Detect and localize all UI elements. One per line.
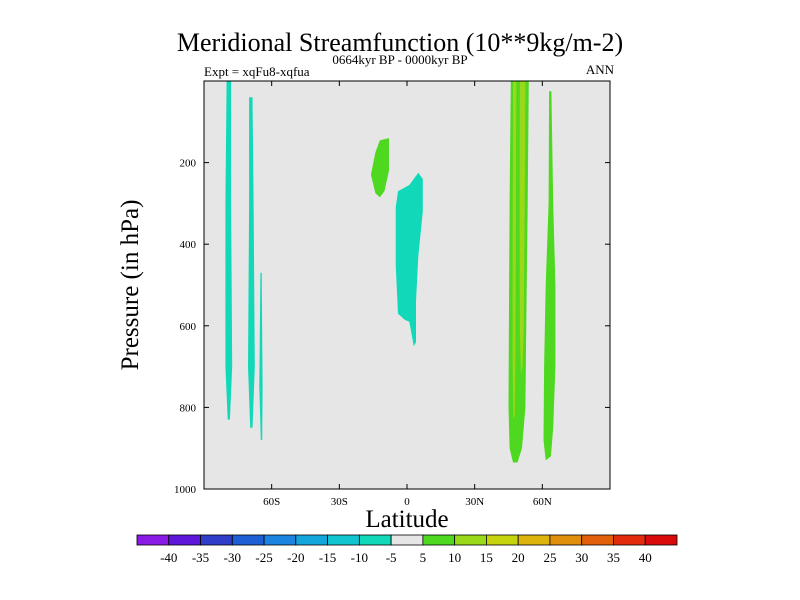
x-tick-label: 30S bbox=[331, 496, 348, 508]
colorbar-box bbox=[136, 534, 170, 546]
colorbar-label: -30 bbox=[224, 550, 241, 565]
colorbar-label: 35 bbox=[607, 550, 620, 565]
colorbar-box bbox=[422, 534, 456, 546]
colorbar-label: 5 bbox=[420, 550, 427, 565]
colorbar-label: 25 bbox=[543, 550, 556, 565]
y-tick-label: 800 bbox=[180, 402, 197, 414]
colorbar-box bbox=[168, 534, 201, 546]
colorbar-label: -15 bbox=[319, 550, 336, 565]
colorbar-box bbox=[486, 534, 519, 546]
colorbar-box bbox=[263, 534, 297, 546]
colorbar-label: -5 bbox=[386, 550, 397, 565]
colorbar-label: 30 bbox=[575, 550, 588, 565]
contour-cyan-strip-1 bbox=[225, 81, 233, 420]
colorbar-label: 15 bbox=[480, 550, 493, 565]
colorbar-label: -40 bbox=[160, 550, 177, 565]
colorbar-label: -35 bbox=[192, 550, 209, 565]
colorbar-box bbox=[358, 534, 392, 546]
colorbar-box bbox=[390, 534, 424, 546]
colorbar-box bbox=[454, 534, 487, 546]
colorbar: -40 -35 -30 -25 -20 -15 -10 -5 5 10 15 20 25 30 35 40 bbox=[136, 534, 678, 565]
contour-cyan-equatorial-cell bbox=[395, 172, 423, 347]
y-axis-label: Pressure (in hPa) bbox=[117, 200, 144, 371]
contour-cyan-strip-3 bbox=[259, 272, 263, 440]
season-label: ANN bbox=[585, 62, 614, 77]
x-tick-label: 60N bbox=[533, 496, 552, 508]
x-tick-label: 30N bbox=[465, 496, 484, 508]
y-tick-label: 1000 bbox=[174, 484, 197, 496]
colorbar-label: 40 bbox=[639, 550, 652, 565]
axis-ticks: 60S 30S 0 30N 60N 200 400 600 800 1000 bbox=[174, 81, 610, 508]
colorbar-box bbox=[231, 534, 265, 546]
colorbar-label: -25 bbox=[255, 550, 272, 565]
colorbar-label: 10 bbox=[448, 550, 461, 565]
y-tick-label: 200 bbox=[180, 158, 197, 170]
colorbar-box bbox=[644, 534, 678, 546]
contour-green-strip-60n bbox=[543, 91, 556, 461]
colorbar-box bbox=[327, 534, 360, 546]
colorbar-label: -10 bbox=[351, 550, 368, 565]
x-tick-label: 0 bbox=[404, 496, 410, 508]
colorbar-box bbox=[200, 534, 233, 546]
contour-cyan-strip-2 bbox=[248, 97, 255, 428]
time-range-label: 0664kyr BP - 0000kyr BP bbox=[332, 52, 468, 67]
colorbar-box bbox=[581, 534, 614, 546]
y-tick-label: 400 bbox=[180, 239, 197, 251]
y-tick-label: 600 bbox=[180, 321, 197, 333]
colorbar-box bbox=[613, 534, 646, 546]
colorbar-box bbox=[517, 534, 551, 546]
colorbar-label: -20 bbox=[287, 550, 304, 565]
contour-yellow-green-core-2 bbox=[519, 81, 526, 375]
contour-yellow-green-core-1 bbox=[512, 81, 517, 420]
contour-green-upper-cell bbox=[370, 138, 389, 198]
x-axis-label: Latitude bbox=[365, 506, 448, 533]
colorbar-box bbox=[295, 534, 328, 546]
experiment-label: Expt = xqFu8-xqfua bbox=[204, 64, 310, 79]
chart-title: Meridional Streamfunction (10**9kg/m-2) bbox=[176, 28, 624, 57]
contour-regions bbox=[225, 81, 556, 463]
x-tick-label: 60S bbox=[263, 496, 280, 508]
colorbar-box bbox=[549, 534, 583, 546]
colorbar-label: 20 bbox=[512, 550, 525, 565]
